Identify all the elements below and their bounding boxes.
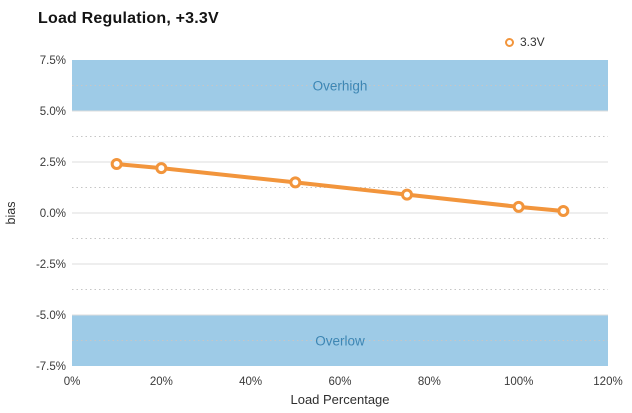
band-label-overlow: Overlow <box>315 334 365 349</box>
legend-item-3v3[interactable]: 3.3V <box>505 35 545 49</box>
data-point-marker <box>557 204 570 217</box>
x-tick-label: 100% <box>504 376 533 388</box>
x-axis-title: Load Percentage <box>290 392 389 407</box>
x-tick-label: 80% <box>418 376 441 388</box>
x-tick-label: 0% <box>64 376 81 388</box>
y-tick-label: 5.0% <box>40 106 66 118</box>
y-axis-title: bias <box>4 202 18 225</box>
y-tick-label: -2.5% <box>36 259 66 271</box>
y-tick-label: -7.5% <box>36 361 66 373</box>
y-tick-label: 2.5% <box>40 157 66 169</box>
x-tick-label: 60% <box>328 376 351 388</box>
legend-series-marker-icon <box>505 37 514 47</box>
data-point-marker <box>289 176 302 189</box>
data-point-marker <box>155 162 168 175</box>
legend-label: 3.3V <box>520 35 545 49</box>
series-line-3.3v <box>114 162 566 213</box>
x-tick-label: 20% <box>150 376 173 388</box>
band-label-overhigh: Overhigh <box>313 79 368 94</box>
y-tick-label: 0.0% <box>40 208 66 220</box>
x-tick-label: 120% <box>593 376 622 388</box>
data-point-marker <box>512 200 525 213</box>
data-point-marker <box>401 188 413 201</box>
x-tick-label: 40% <box>239 376 262 388</box>
chart-title: Load Regulation, +3.3V <box>38 10 219 27</box>
y-tick-label: 7.5% <box>40 55 66 67</box>
y-tick-label: -5.0% <box>36 310 66 322</box>
data-point-marker <box>110 158 123 171</box>
